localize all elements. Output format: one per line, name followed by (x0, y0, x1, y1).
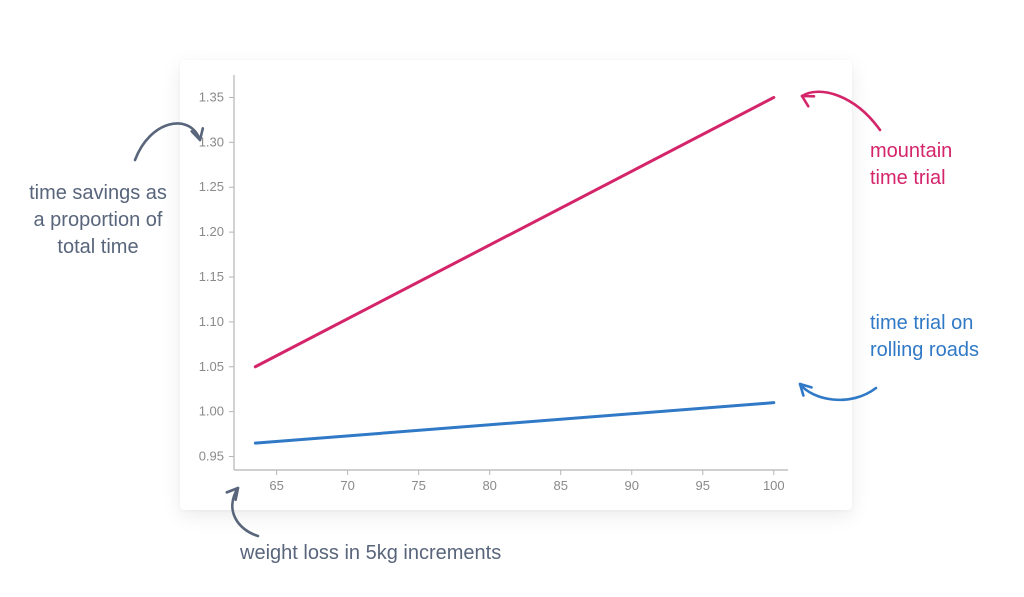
x-tick-label: 80 (482, 478, 496, 493)
chart-svg: 0.95 1.00 1.05 1.10 1.15 1.20 1.25 1.30 1.35 65 70… (0, 0, 1024, 597)
y-tick-label: 1.15 (199, 269, 224, 284)
y-tick-label: 0.95 (199, 449, 224, 464)
stage: 0.95 1.00 1.05 1.10 1.15 1.20 1.25 1.30 1.35 65 70… (0, 0, 1024, 597)
x-axis-annotation: weight loss in 5kg increments (240, 540, 560, 567)
x-tick-label: 85 (553, 478, 567, 493)
x-tick-label: 90 (625, 478, 639, 493)
x-tick-label: 75 (411, 478, 425, 493)
y-tick-label: 1.25 (199, 179, 224, 194)
rolling-series-annotation: time trial on rolling roads (870, 310, 1010, 364)
series-line-rolling (255, 403, 773, 443)
x-tick-label: 100 (763, 478, 785, 493)
mountain-series-annotation: mountain time trial (870, 138, 990, 192)
annotation-arrowhead-mountain (802, 96, 814, 106)
plot-area: 0.95 1.00 1.05 1.10 1.15 1.20 1.25 1.30 1.35 65 70… (199, 75, 788, 493)
x-tick-label: 70 (340, 478, 354, 493)
y-tick-label: 1.20 (199, 224, 224, 239)
series-line-mountain (255, 97, 773, 366)
y-axis-annotation: time savings as a proportion of total ti… (18, 180, 178, 261)
y-tick-label: 1.05 (199, 359, 224, 374)
annotation-arrow-yaxis (135, 123, 200, 160)
x-tick-label: 65 (269, 478, 283, 493)
y-tick-label: 1.35 (199, 89, 224, 104)
y-tick-label: 1.30 (199, 134, 224, 149)
annotation-arrows (135, 92, 880, 536)
x-tick-label: 95 (696, 478, 710, 493)
y-tick-label: 1.00 (199, 404, 224, 419)
y-tick-label: 1.10 (199, 314, 224, 329)
